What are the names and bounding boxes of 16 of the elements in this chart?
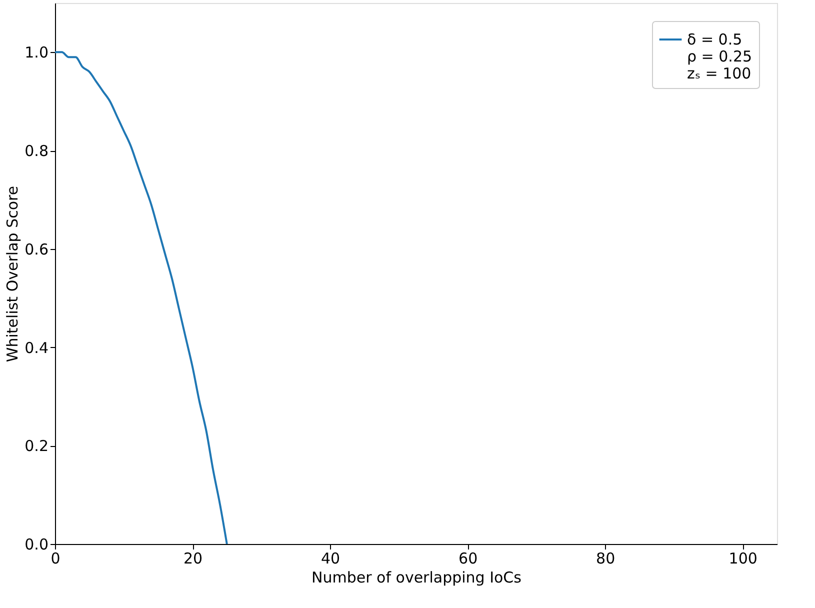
legend-label: δ = 0.5 ρ = 0.25 zₛ = 100 xyxy=(687,30,752,82)
y-tick-label: 1.0 xyxy=(24,44,48,62)
y-tick-label: 0.0 xyxy=(24,536,48,554)
x-tick-label: 100 xyxy=(728,550,758,568)
x-tick-label: 20 xyxy=(183,550,203,568)
y-tick-label: 0.6 xyxy=(24,240,48,258)
y-tick-label: 0.8 xyxy=(24,142,48,160)
line-series xyxy=(55,51,228,544)
y-axis-title: Whitelist Overlap Score xyxy=(4,186,22,362)
x-tick-label: 60 xyxy=(458,550,478,568)
y-tick-label: 0.2 xyxy=(24,437,48,456)
y-tick-label: 0.4 xyxy=(24,338,48,357)
x-tick-label: 0 xyxy=(50,550,60,568)
x-tick-label: 80 xyxy=(596,550,616,568)
x-tick-label: 40 xyxy=(321,550,340,568)
x-axis-title: Number of overlapping IoCs xyxy=(312,568,522,586)
